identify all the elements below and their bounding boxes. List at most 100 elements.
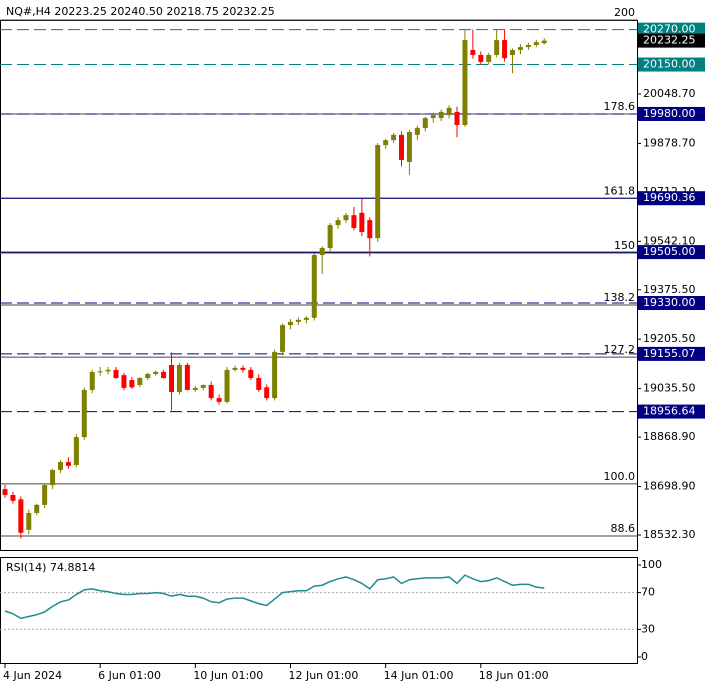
candle-body [129,380,135,388]
rsi-tick-label: 30 [641,622,655,635]
candle-body [478,54,484,62]
y-tick-label: 18868.90 [643,430,696,443]
candle-body [422,118,428,128]
candle-body [169,364,175,392]
candle-body [391,134,397,141]
y-tick-label: 18698.90 [643,480,696,493]
y-tick-label: 19035.50 [643,382,696,395]
candle-body [280,325,286,352]
level-tag [638,404,705,419]
rsi-tick-label: 100 [641,558,662,571]
candle-body [161,371,167,379]
candle-body [311,255,317,318]
candle-body [176,364,182,392]
candle-body [287,321,293,326]
level-tag [638,346,705,361]
candle-body [113,369,119,379]
fibo-label: 150 [614,239,635,252]
candle-body [399,134,404,160]
rsi-label: RSI(14) 74.8814 [6,561,95,574]
level-tag [638,245,705,260]
level-label: 19690.36 [643,191,696,204]
candle-body [200,385,206,388]
y-tick-label: 20048.70 [643,87,696,100]
rsi-panel [0,557,638,664]
level-tag [638,57,705,72]
y-tick-label: 18532.30 [643,528,696,541]
candle-body [454,111,460,126]
level-label: 19155.07 [643,347,696,360]
candle-body [73,437,79,465]
x-tick-label: 4 Jun 2024 [3,669,62,682]
candle-body [216,398,222,402]
level-label: 19330.00 [643,296,696,309]
fibo-label: 100.0 [604,470,636,483]
candle-body [367,220,373,239]
fibo-label: 138.2 [604,291,636,304]
candle-body [184,364,190,390]
y-tick-label: 19878.70 [643,136,696,149]
candle-body [65,462,71,466]
fibo-label: 200 [614,6,635,19]
level-tag [638,296,705,311]
level-tag [638,22,705,37]
candle-body [137,378,143,386]
candle-body [18,499,24,533]
price-tag [638,33,705,48]
candle-body [232,367,238,370]
candle-body [414,127,420,135]
candle-body [525,45,531,48]
candle-body [486,54,492,62]
candle-body [502,40,508,59]
level-label: 20270.00 [643,23,696,36]
candle-body [446,107,452,116]
candle-body [335,220,341,226]
candle-body [192,387,198,390]
fibo-label: 127.2 [604,343,636,356]
rsi-line [4,574,545,620]
candle-body [470,49,476,55]
candle-body [319,248,325,256]
chart-title: NQ#,H4 20223.25 20240.50 20218.75 20232.… [6,5,275,18]
level-label: 18956.64 [643,405,696,418]
candle-body [494,40,500,55]
candle-body [533,42,539,46]
candle-body [97,371,103,373]
x-tick-label: 18 Jun 01:00 [479,669,549,682]
candle-body [81,389,87,438]
level-tag [638,106,705,121]
y-tick-label: 19205.50 [643,332,696,345]
x-tick-label: 14 Jun 01:00 [384,669,454,682]
candle-body [248,369,254,379]
candle-body [430,115,436,119]
candle-body [58,462,64,470]
rsi-tick-label: 0 [641,650,648,663]
candle-body [26,512,32,530]
candle-body [208,385,214,399]
candle-body [517,47,523,50]
candle-body [224,369,230,402]
candle-body [105,369,111,372]
candle-body [121,375,127,388]
candle-body [462,40,468,126]
y-tick-label: 19375.50 [643,283,696,296]
candle-body [327,225,333,249]
candle-body [34,504,40,513]
price-label: 20232.25 [643,34,696,47]
candle-body [359,212,365,233]
candle-body [50,469,56,486]
candle-body [295,319,301,322]
y-tick-label: 19542.10 [643,234,696,247]
candle-body [383,140,389,146]
level-label: 19505.00 [643,245,696,258]
fibo-label: 161.8 [604,184,636,197]
candle-body [264,387,270,399]
candle-body [89,371,95,390]
candle-body [375,145,381,239]
fibo-label: 88.6 [611,522,636,535]
candle-body [272,351,278,399]
x-tick-label: 12 Jun 01:00 [288,669,358,682]
